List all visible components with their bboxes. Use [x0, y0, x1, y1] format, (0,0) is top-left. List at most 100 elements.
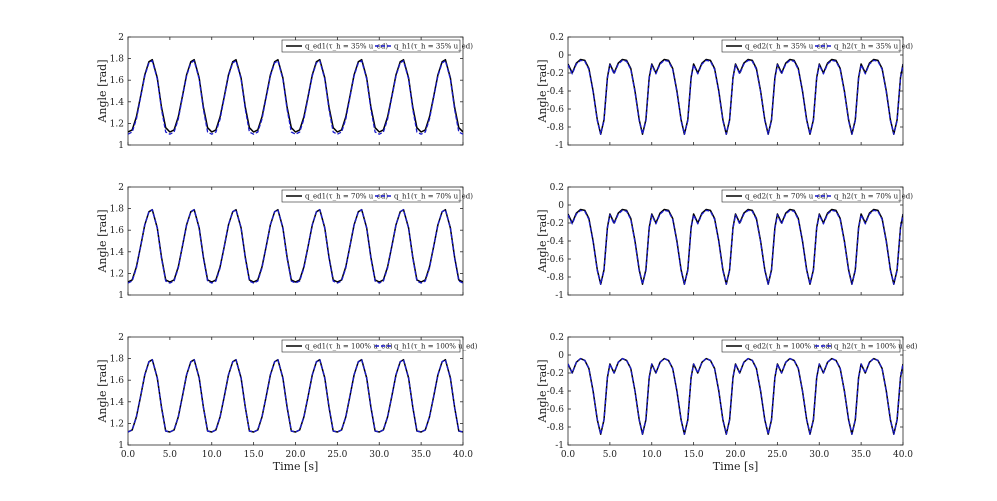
- y-tick-label: 0: [558, 201, 564, 211]
- legend-label: q_h1(τ_h = 70% u_ed): [394, 193, 473, 201]
- legend-label: q_h1(τ_h = 100% u_ed): [394, 343, 478, 351]
- subplot-q1-35: 1 1.2 1.4 1.6 1.8 2 Angle [rad] q_ed1(τ_h = 35%…: [96, 33, 473, 151]
- legend-label: q_ed2(τ_h = 35% u_ed): [745, 43, 828, 51]
- x-tick-label: 30.0: [369, 450, 389, 460]
- legend-label: q_ed1(τ_h = 35% u_ed): [305, 43, 388, 51]
- x-tick-label: 35.0: [411, 450, 431, 460]
- y-tick-label: 1.2: [110, 419, 124, 429]
- y-tick-label: 1.4: [110, 398, 125, 408]
- legend-box: [281, 189, 461, 203]
- y-tick-label: 0.2: [550, 183, 564, 193]
- series-line-2: [128, 359, 463, 433]
- series-line-2: [568, 59, 903, 135]
- series-line-2: [568, 209, 903, 285]
- y-tick-label: -0.2: [547, 369, 564, 379]
- y-tick-label: -0.6: [547, 405, 565, 415]
- y-tick-label: -0.8: [547, 123, 565, 133]
- y-tick-label: -0.8: [547, 423, 565, 433]
- plot-frame: [127, 336, 464, 446]
- x-tick-label: 10.0: [642, 450, 662, 460]
- y-tick-label: 1.8: [110, 205, 125, 215]
- legend-box: [721, 189, 901, 203]
- x-tick-label: 0.0: [121, 450, 136, 460]
- legend-label: q_h1(τ_h = 35% u_ed): [394, 43, 473, 51]
- series-line-1: [568, 58, 903, 135]
- y-tick-label: 0.2: [550, 333, 564, 343]
- x-tick-label: 30.0: [809, 450, 829, 460]
- x-axis-title: Time [s]: [713, 460, 759, 473]
- subplot-q1-70: 1 1.2 1.4 1.6 1.8 2 Angle [rad] q_ed1(τ_h = 70%…: [96, 183, 473, 301]
- legend-label: q_ed1(τ_h = 70% u_ed): [305, 193, 388, 201]
- x-tick-label: 40.0: [893, 450, 913, 460]
- y-tick-label: 2: [118, 33, 124, 43]
- y-tick-label: -1: [555, 141, 564, 151]
- y-tick-label: 2: [118, 333, 124, 343]
- series-line-1: [128, 358, 463, 433]
- y-tick-label: -1: [555, 441, 564, 451]
- subplot-q2-70: -1 -0.8 -0.6 -0.4 -0.2 0 0.2 Angle [rad] q_ed2(τ…: [536, 183, 913, 301]
- x-tick-label: 25.0: [767, 450, 787, 460]
- series-line-1: [568, 357, 903, 435]
- plot-frame: [127, 36, 464, 146]
- y-tick-label: 0.2: [550, 33, 564, 43]
- y-axis-title: Angle [rad]: [96, 359, 109, 423]
- subplot-q2-35: -1 -0.8 -0.6 -0.4 -0.2 0 0.2 Angle [rad] q_ed2(τ…: [536, 33, 913, 151]
- legend-box: [721, 39, 901, 53]
- y-tick-label: 1.2: [110, 269, 124, 279]
- y-tick-label: 1.6: [110, 376, 125, 386]
- legend-label: q_ed2(τ_h = 70% u_ed): [745, 193, 828, 201]
- y-tick-label: 1.6: [110, 76, 125, 86]
- x-tick-label: 15.0: [244, 450, 264, 460]
- x-tick-label: 5.0: [603, 450, 618, 460]
- x-tick-label: 0.0: [561, 450, 576, 460]
- x-tick-label: 25.0: [327, 450, 347, 460]
- y-axis-title: Angle [rad]: [96, 59, 109, 123]
- x-tick-label: 10.0: [202, 450, 222, 460]
- legend-label: q_h2(τ_h = 100% u_ed): [834, 343, 918, 351]
- y-tick-label: -0.8: [547, 273, 565, 283]
- legend-label: q_ed2(τ_h = 100% u_ed): [745, 343, 833, 351]
- y-tick-label: 1.4: [110, 98, 125, 108]
- y-tick-label: 1.4: [110, 248, 125, 258]
- y-axis-title: Angle [rad]: [536, 359, 549, 423]
- y-tick-label: -0.2: [547, 69, 564, 79]
- y-tick-label: 1.8: [110, 55, 125, 65]
- series-line-1: [128, 208, 463, 283]
- y-tick-label: 1: [118, 441, 124, 451]
- y-tick-label: -1: [555, 291, 564, 301]
- y-tick-label: 2: [118, 183, 124, 193]
- y-tick-label: 1.2: [110, 119, 124, 129]
- x-tick-label: 5.0: [163, 450, 178, 460]
- y-tick-label: 1.8: [110, 355, 125, 365]
- y-axis-title: Angle [rad]: [536, 209, 549, 273]
- y-tick-label: -0.6: [547, 255, 565, 265]
- legend-box: [281, 339, 461, 353]
- y-tick-label: 0: [558, 351, 564, 361]
- x-axis-title: Time [s]: [273, 460, 319, 473]
- y-axis-title: Angle [rad]: [96, 209, 109, 273]
- series-line-1: [568, 208, 903, 285]
- y-tick-label: -0.4: [547, 237, 565, 247]
- subplot-q2-100: -1 -0.8 -0.6 -0.4 -0.2 0 0.2 0.0 5.0 10.0 15.0 20.0…: [536, 333, 918, 473]
- series-line-2: [128, 60, 463, 135]
- legend-label: q_h2(τ_h = 35% u_ed): [834, 43, 913, 51]
- x-tick-label: 35.0: [851, 450, 871, 460]
- x-tick-label: 20.0: [725, 450, 745, 460]
- plot-frame: [127, 186, 464, 296]
- legend-label: q_ed1(τ_h = 100% u_ed): [305, 343, 393, 351]
- legend-box: [721, 339, 901, 353]
- y-tick-label: 0: [558, 51, 564, 61]
- x-tick-label: 40.0: [453, 450, 473, 460]
- y-tick-label: -0.4: [547, 87, 565, 97]
- x-tick-label: 20.0: [285, 450, 305, 460]
- y-axis-title: Angle [rad]: [536, 59, 549, 123]
- y-tick-label: -0.2: [547, 219, 564, 229]
- series-line-2: [128, 209, 463, 284]
- legend-label: q_h2(τ_h = 70% u_ed): [834, 193, 913, 201]
- y-tick-label: -0.6: [547, 105, 565, 115]
- subplot-q1-100: 11.21.41.61.820.0 5.0 10.0 15.0 20.0 25.0 30.0…: [96, 333, 478, 473]
- y-tick-label: 1: [118, 291, 124, 301]
- legend-box: [281, 39, 461, 53]
- y-tick-label: -0.4: [547, 387, 565, 397]
- series-line-1: [128, 58, 463, 133]
